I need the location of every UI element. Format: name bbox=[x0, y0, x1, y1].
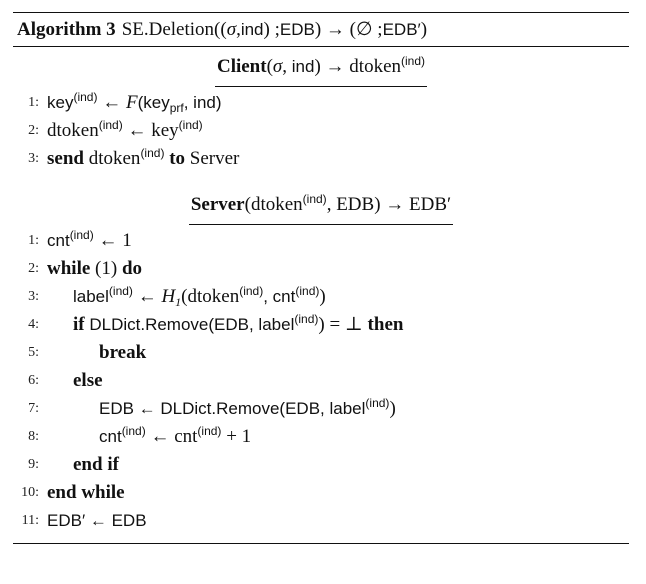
line-number: 2: bbox=[28, 123, 39, 138]
line-number: 10: bbox=[21, 485, 39, 500]
client-title: Client(σ, ind) → dtoken(ind) bbox=[13, 49, 629, 87]
client-title-bold: Client bbox=[216, 56, 267, 77]
signature-sep-1: , bbox=[236, 18, 241, 40]
algorithm-label: Algorithm 3 bbox=[17, 18, 116, 40]
sigma-symbol: σ bbox=[226, 18, 237, 40]
signature-arrow: ) → (∅ ; bbox=[314, 19, 383, 40]
line-number: 3: bbox=[28, 289, 39, 304]
signature-edb: EDB bbox=[279, 19, 315, 39]
client-lines: 1: key(ind) ← F(keyprf, ind) 2: dtoken(i… bbox=[13, 89, 629, 173]
line-number: 7: bbox=[28, 401, 39, 416]
client-line-1: 1: key(ind) ← F(keyprf, ind) bbox=[13, 89, 629, 117]
server-line-1: 1: cnt(ind) ← 1 bbox=[13, 227, 629, 255]
client-title-arrow: ) → bbox=[314, 56, 350, 77]
server-title-rest: , EDB) → EDB′ bbox=[326, 194, 452, 215]
client-title-ind: ind bbox=[291, 57, 315, 76]
server-line-4: 4: if DLDict.Remove(EDB, label(ind)) = ⊥… bbox=[13, 311, 629, 339]
client-title-output-sup: (ind) bbox=[401, 54, 426, 68]
client-line-3: 3: send dtoken(ind) to Server bbox=[13, 145, 629, 173]
server-lines: 1: cnt(ind) ← 1 2: while (1) do 3: label… bbox=[13, 227, 629, 535]
line-number: 5: bbox=[28, 345, 39, 360]
signature-edb-prime: EDB′ bbox=[382, 19, 421, 39]
line-number: 1: bbox=[28, 95, 39, 110]
client-title-sigma: σ bbox=[272, 56, 283, 77]
line-number: 2: bbox=[28, 261, 39, 276]
algorithm-name: SE.Deletion bbox=[121, 18, 215, 40]
client-title-comma: , bbox=[282, 56, 292, 77]
server-line-11: 11: EDB′ ← EDB bbox=[13, 507, 629, 535]
caption-rule bbox=[13, 46, 629, 47]
algorithm-block: Algorithm 3 SE.Deletion((σ, ind) ; EDB) … bbox=[13, 12, 629, 544]
server-line-8: 8: cnt(ind) ← cnt(ind) + 1 bbox=[13, 423, 629, 451]
line-number: 8: bbox=[28, 429, 39, 444]
signature-open: (( bbox=[214, 18, 227, 40]
server-line-3: 3: label(ind) ← H1(dtoken(ind), cnt(ind)… bbox=[13, 283, 629, 311]
line-number: 11: bbox=[21, 513, 39, 528]
server-line-7: 7: EDB ← DLDict.Remove(EDB, label(ind)) bbox=[13, 395, 629, 423]
line-number: 3: bbox=[28, 151, 39, 166]
server-title-bold: Server bbox=[190, 194, 245, 215]
client-line-2: 2: dtoken(ind) ← key(ind) bbox=[13, 117, 629, 145]
client-title-open: ( bbox=[266, 56, 273, 77]
signature-sep-2: ) ; bbox=[263, 18, 280, 40]
server-line-6: 6: else bbox=[13, 367, 629, 395]
server-title: Server(dtoken(ind), EDB) → EDB′ bbox=[13, 187, 629, 225]
line-number: 9: bbox=[28, 457, 39, 472]
algorithm-caption: Algorithm 3 SE.Deletion((σ, ind) ; EDB) … bbox=[13, 13, 629, 46]
server-title-open: (dtoken bbox=[244, 194, 303, 215]
server-line-5: 5: break bbox=[13, 339, 629, 367]
line-number: 6: bbox=[28, 373, 39, 388]
line-number: 1: bbox=[28, 233, 39, 248]
client-title-output: dtoken bbox=[349, 56, 402, 77]
server-line-9: 9: end if bbox=[13, 451, 629, 479]
server-line-2: 2: while (1) do bbox=[13, 255, 629, 283]
client-title-underlined: Client(σ, ind) → dtoken(ind) bbox=[214, 49, 428, 87]
bottom-rule bbox=[13, 543, 629, 544]
server-title-sup: (ind) bbox=[302, 192, 327, 206]
server-title-underlined: Server(dtoken(ind), EDB) → EDB′ bbox=[188, 187, 454, 225]
signature-ind: ind bbox=[240, 19, 264, 39]
line-number: 4: bbox=[28, 317, 39, 332]
signature-close: ) bbox=[420, 18, 428, 40]
server-line-10: 10: end while bbox=[13, 479, 629, 507]
top-rule bbox=[13, 12, 629, 13]
